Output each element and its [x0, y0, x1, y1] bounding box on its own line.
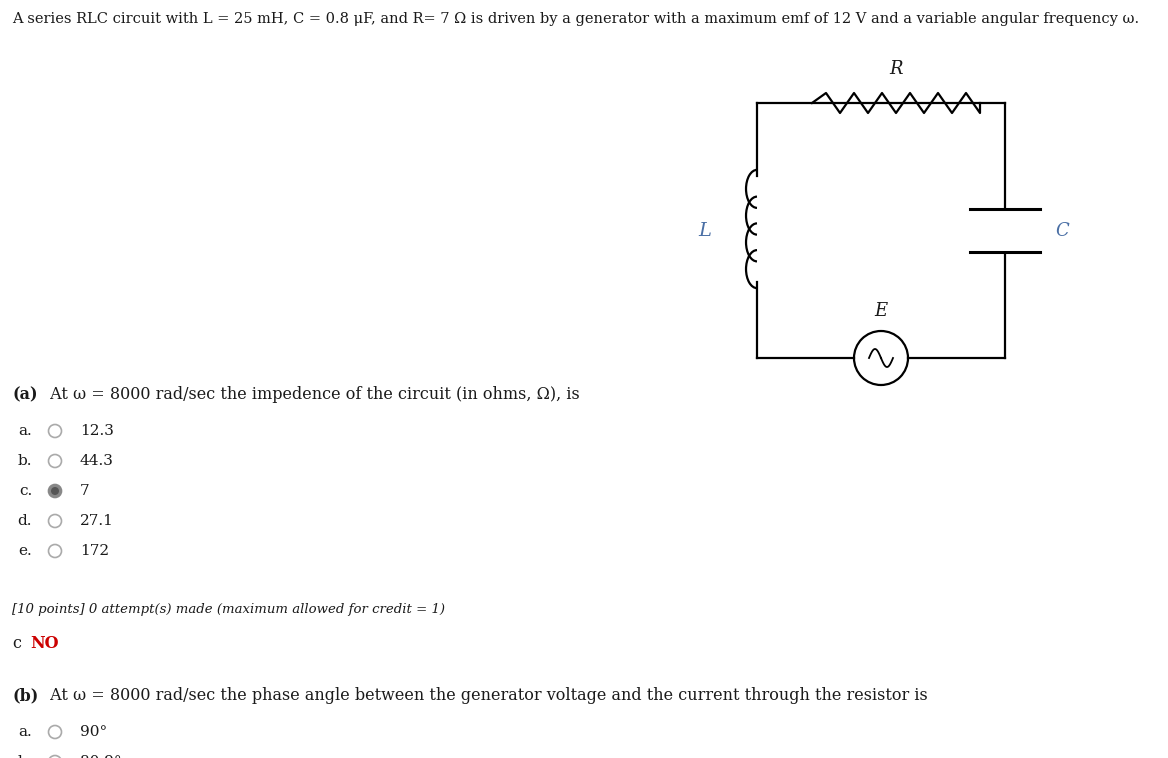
Text: d.: d.	[18, 514, 32, 528]
Text: L: L	[698, 221, 711, 240]
Text: 90°: 90°	[79, 725, 107, 739]
Text: 80.9°: 80.9°	[79, 755, 121, 758]
Text: (a): (a)	[12, 386, 37, 403]
Text: 27.1: 27.1	[79, 514, 113, 528]
Text: [10 points] 0 attempt(s) made (maximum allowed for credit = 1): [10 points] 0 attempt(s) made (maximum a…	[12, 603, 445, 616]
Text: 7: 7	[79, 484, 90, 498]
Text: C: C	[1055, 221, 1069, 240]
Text: 44.3: 44.3	[79, 454, 113, 468]
Text: b.: b.	[18, 755, 32, 758]
Text: 12.3: 12.3	[79, 424, 113, 438]
Text: e.: e.	[19, 544, 32, 558]
Text: A series RLC circuit with L = 25 mH, C = 0.8 μF, and R= 7 Ω is driven by a gener: A series RLC circuit with L = 25 mH, C =…	[12, 12, 1139, 26]
Text: At ω = 8000 rad/sec the impedence of the circuit (in ohms, Ω), is: At ω = 8000 rad/sec the impedence of the…	[46, 386, 579, 403]
Text: NO: NO	[30, 635, 58, 652]
Text: (b): (b)	[12, 687, 39, 704]
Text: a.: a.	[19, 725, 32, 739]
Circle shape	[51, 487, 60, 495]
Text: 172: 172	[79, 544, 109, 558]
Text: E: E	[875, 302, 888, 320]
Text: At ω = 8000 rad/sec the phase angle between the generator voltage and the curren: At ω = 8000 rad/sec the phase angle betw…	[46, 687, 927, 704]
Text: a.: a.	[19, 424, 32, 438]
Circle shape	[49, 484, 62, 497]
Text: R: R	[889, 60, 903, 78]
Text: c.: c.	[19, 484, 32, 498]
Text: b.: b.	[18, 454, 32, 468]
Text: c: c	[12, 635, 21, 652]
